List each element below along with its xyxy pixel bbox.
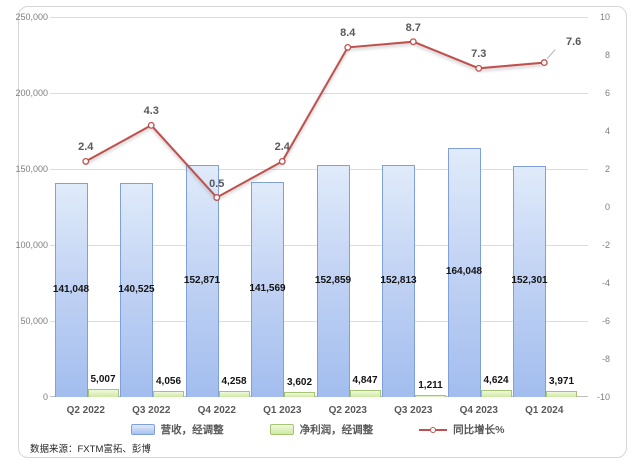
right-axis-tick: -8 <box>601 354 610 364</box>
growth-value-label: 7.6 <box>565 35 582 48</box>
left-axis-tick: 200,000 <box>15 88 48 98</box>
net-profit-bar-label: 3,602 <box>286 376 313 388</box>
x-axis-label: Q2 2022 <box>66 405 105 416</box>
x-axis-label: Q3 2023 <box>394 405 433 416</box>
x-axis-label: Q1 2023 <box>263 405 302 416</box>
growth-value-label: 8.4 <box>340 27 356 40</box>
net-profit-bar <box>480 389 512 397</box>
x-axis-label: Q2 2023 <box>328 405 367 416</box>
net-profit-bar <box>546 390 577 397</box>
right-axis-tick: 2 <box>604 164 610 174</box>
net-profit-bar <box>87 389 119 397</box>
growth-value-label: 7.3 <box>471 48 487 61</box>
left-axis-tick: 100,000 <box>15 240 48 250</box>
right-axis-tick: 6 <box>604 88 610 98</box>
revenue-bar <box>54 182 88 397</box>
net-profit-swatch-icon <box>269 424 294 435</box>
revenue-bar-label: 140,525 <box>118 284 155 296</box>
growth-value-label: 2.4 <box>78 141 94 154</box>
line-marker-dot <box>430 426 437 433</box>
net-profit-bar-label: 4,056 <box>155 375 182 387</box>
right-axis-tick: -6 <box>601 316 610 326</box>
left-axis-tick: 150,000 <box>15 164 48 174</box>
revenue-bar-label: 152,301 <box>511 275 548 287</box>
legend-item-net-profit: 净利润，经调整 <box>269 422 374 437</box>
right-axis-tick: 4 <box>604 126 610 136</box>
growth-line-marker <box>213 194 221 201</box>
revenue-bar-label: 141,569 <box>249 283 286 295</box>
left-axis-tick: 0 <box>42 392 48 402</box>
growth-line-marker <box>409 38 417 46</box>
x-axis-label: Q4 2022 <box>197 405 236 416</box>
revenue-bar-label: 141,048 <box>52 283 90 295</box>
right-axis-tick: -4 <box>601 278 610 288</box>
net-profit-bar-label: 1,211 <box>418 380 443 392</box>
x-axis-label: Q3 2022 <box>132 405 171 416</box>
growth-line-swatch-icon <box>419 425 448 435</box>
growth-line-path <box>85 40 545 199</box>
net-profit-bar <box>153 390 184 397</box>
label-leader-line <box>546 49 556 59</box>
net-profit-bar-label: 4,847 <box>352 374 378 386</box>
net-profit-bar-label: 5,007 <box>90 374 116 386</box>
growth-value-label: 4.3 <box>143 105 159 118</box>
revenue-bar-label: 152,871 <box>183 274 221 286</box>
net-profit-bar <box>349 389 381 397</box>
growth-line-marker <box>82 157 90 165</box>
legend: 营收，经调整 净利润，经调整 同比增长% <box>0 422 635 437</box>
growth-line-marker <box>540 59 548 67</box>
revenue-bar <box>316 164 350 397</box>
gridline <box>50 93 588 94</box>
revenue-bar <box>513 165 546 397</box>
x-axis-label: Q1 2024 <box>525 405 564 416</box>
plot-area: 141,048 5,007 Q2 2022 140,525 4,056 Q3 2022 15… <box>50 17 588 416</box>
legend-label-net-profit: 净利润，经调整 <box>299 424 374 436</box>
right-axis-tick: -10 <box>596 392 610 402</box>
revenue-bar <box>185 164 219 397</box>
right-axis-tick: 10 <box>599 12 610 22</box>
revenue-bar <box>382 164 415 397</box>
growth-line-marker <box>344 43 352 51</box>
gridline <box>50 17 588 18</box>
net-profit-bar <box>218 390 250 397</box>
revenue-bar <box>447 147 481 397</box>
right-axis-tick: -2 <box>601 240 610 250</box>
net-profit-bar <box>415 395 446 397</box>
growth-value-label: 8.7 <box>405 21 421 34</box>
growth-line <box>82 38 556 201</box>
growth-line-marker <box>278 157 286 165</box>
growth-line-marker <box>475 64 483 72</box>
left-axis-tick: 50,000 <box>20 316 48 326</box>
x-axis-label: Q4 2023 <box>459 405 498 416</box>
net-profit-bar-label: 4,258 <box>221 375 247 387</box>
net-profit-bar <box>284 391 315 397</box>
growth-value-label: 2.4 <box>274 141 290 154</box>
legend-item-growth: 同比增长% <box>419 422 504 437</box>
revenue-swatch-icon <box>130 424 155 435</box>
growth-value-label: 0.5 <box>209 177 225 190</box>
net-profit-bar-label: 3,971 <box>548 375 575 387</box>
revenue-bar <box>120 183 153 397</box>
legend-label-growth: 同比增长% <box>453 424 505 436</box>
growth-line-marker <box>147 121 155 129</box>
legend-label-revenue: 营收，经调整 <box>160 424 224 436</box>
net-profit-bar-label: 4,624 <box>483 374 509 386</box>
revenue-bar-label: 164,048 <box>445 266 483 278</box>
revenue-bar-label: 152,813 <box>380 274 417 286</box>
source-note: 数据来源：FXTM富拓、彭博 <box>30 444 151 455</box>
right-axis-tick: 8 <box>604 50 610 60</box>
revenue-bar-label: 152,859 <box>314 274 352 286</box>
left-axis-tick: 250,000 <box>15 12 48 22</box>
revenue-bar <box>251 181 284 397</box>
legend-item-revenue: 营收，经调整 <box>130 422 224 437</box>
right-axis-tick: 0 <box>604 202 610 212</box>
